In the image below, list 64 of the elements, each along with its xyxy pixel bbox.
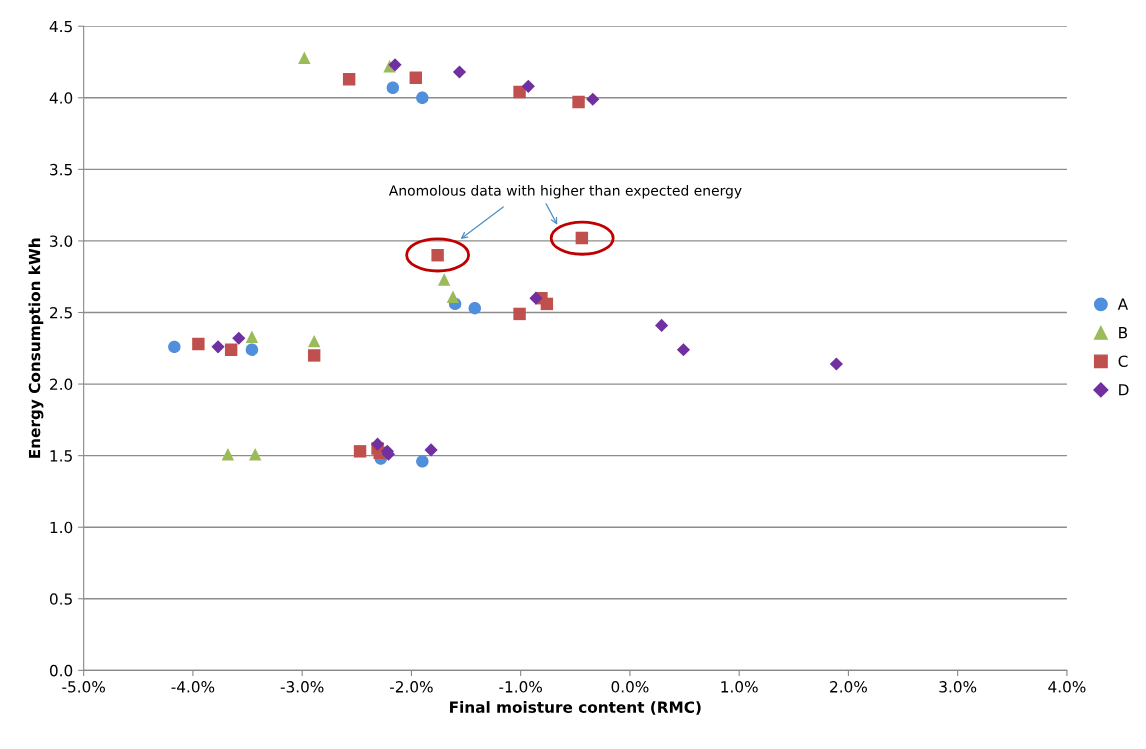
- y-tick-label: 3.0: [50, 235, 73, 247]
- x-tick-label: -5.0%: [62, 681, 105, 693]
- point: [513, 85, 526, 99]
- y-axis-title: Energy Consumption kWh: [28, 238, 44, 458]
- point: [513, 307, 526, 321]
- point: [540, 297, 554, 311]
- point: [424, 443, 438, 457]
- y-tick-label: 4.5: [49, 20, 72, 33]
- point: [342, 72, 356, 86]
- x-tick-label: 3.0%: [939, 681, 977, 693]
- y-tick-label: 4.0: [49, 92, 73, 104]
- point: [529, 291, 543, 305]
- x-tick-label: -1.0%: [499, 681, 542, 693]
- point: [409, 71, 422, 84]
- point: [829, 357, 843, 371]
- annotation: Anomolous data with higher than expected energy: [388, 185, 742, 199]
- point: [416, 91, 429, 104]
- y-tick-label: 3.5: [50, 163, 72, 176]
- x-axis-title: Final moisture content (RMC): [450, 701, 701, 715]
- point: [224, 343, 238, 356]
- legend-label: D: [1119, 384, 1129, 396]
- point: [307, 334, 321, 348]
- point: [572, 95, 585, 109]
- point: [468, 301, 481, 315]
- x-tick-label: 1.0%: [721, 681, 758, 693]
- point: [211, 340, 225, 354]
- point: [521, 79, 535, 93]
- point: [655, 318, 669, 332]
- x-tick-label: 0.0%: [611, 681, 649, 693]
- point: [248, 448, 262, 461]
- point: [232, 331, 246, 345]
- point: [431, 249, 444, 262]
- x-tick-label: -2.0%: [390, 681, 433, 693]
- legend-label: B: [1119, 327, 1128, 339]
- point: [353, 445, 367, 458]
- point: [388, 58, 402, 72]
- point: [307, 349, 321, 362]
- legend-label: C: [1118, 355, 1128, 367]
- y-tick-label: 0.5: [49, 593, 72, 605]
- point: [452, 65, 467, 79]
- point: [437, 273, 451, 286]
- x-tick-label: -3.0%: [280, 681, 324, 693]
- point: [676, 343, 691, 357]
- point: [416, 455, 429, 468]
- point: [298, 51, 311, 64]
- x-tick-label: -4.0%: [171, 681, 215, 693]
- y-tick-label: 2.5: [50, 306, 72, 319]
- point: [370, 437, 385, 451]
- x-tick-label: 2.0%: [830, 681, 867, 693]
- point: [575, 231, 589, 245]
- point: [446, 290, 460, 303]
- legend-label: A: [1117, 298, 1128, 310]
- y-tick-label: 2.0: [50, 378, 73, 391]
- point: [245, 343, 259, 356]
- point: [586, 92, 600, 106]
- y-tick-label: 1.5: [50, 450, 72, 462]
- point: [245, 330, 259, 344]
- x-tick-label: 4.0%: [1048, 681, 1086, 693]
- y-tick-label: 1.0: [50, 521, 73, 534]
- point: [221, 448, 235, 461]
- point: [192, 337, 205, 351]
- y-tick-label: 0.0: [49, 664, 73, 677]
- point: [386, 81, 400, 94]
- point: [168, 340, 181, 354]
